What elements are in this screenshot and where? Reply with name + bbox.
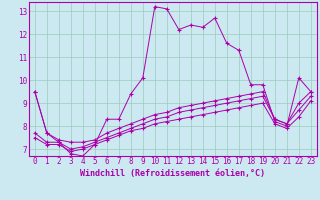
- X-axis label: Windchill (Refroidissement éolien,°C): Windchill (Refroidissement éolien,°C): [80, 169, 265, 178]
